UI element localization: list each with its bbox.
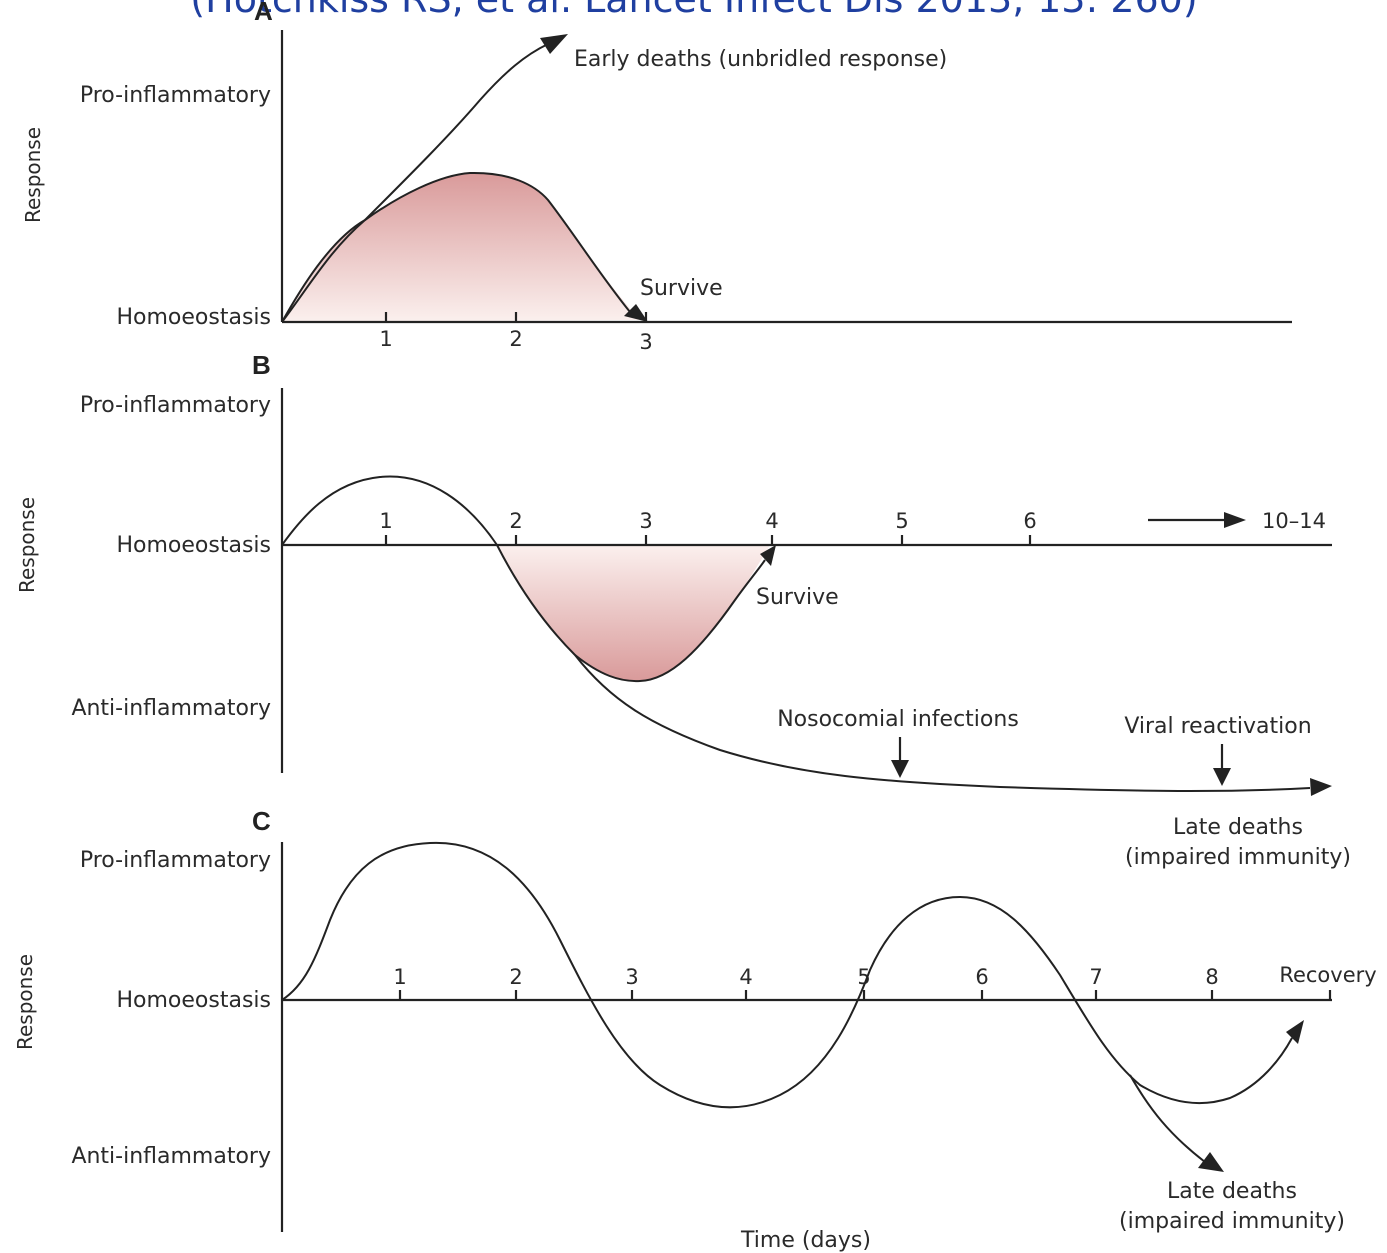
panel-c-tick-2: 2 bbox=[509, 965, 522, 989]
panel-b-tick-2: 2 bbox=[509, 509, 522, 533]
panel-a-early-deaths-label: Early deaths (unbridled response) bbox=[574, 47, 947, 72]
panel-b-survive-label: Survive bbox=[756, 585, 839, 610]
panel-b-timeline-arrowhead bbox=[1224, 512, 1246, 528]
panel-b-tick-6: 6 bbox=[1023, 509, 1036, 533]
panel-c-letter: C bbox=[252, 806, 271, 836]
panel-b-ticks: 1 2 3 4 5 6 bbox=[379, 509, 1037, 545]
panel-a-pro-label: Pro-inflammatory bbox=[80, 83, 271, 108]
panel-b-tick-4: 4 bbox=[765, 509, 778, 533]
panel-b-shaded-area bbox=[497, 545, 770, 682]
panel-a-homoeostasis-label: Homoeostasis bbox=[117, 305, 272, 330]
panel-c-tick-6: 6 bbox=[975, 965, 988, 989]
panel-b-tick-5: 5 bbox=[895, 509, 908, 533]
panel-c-recovery-arrowhead bbox=[1286, 1020, 1304, 1044]
panel-a-ticks: 1 2 3 bbox=[379, 312, 653, 354]
panel-b-pro-label: Pro-inflammatory bbox=[80, 393, 271, 418]
panel-a-early-deaths-curve bbox=[281, 43, 549, 323]
panel-c-tick-1: 1 bbox=[393, 965, 406, 989]
panel-c-x-axis-label: Time (days) bbox=[740, 1228, 871, 1253]
panel-b-letter: B bbox=[252, 350, 271, 380]
panel-b-tick-1: 1 bbox=[379, 509, 392, 533]
panel-c-tick-4: 4 bbox=[739, 965, 752, 989]
panel-c-late-deaths-label-2: (impaired immunity) bbox=[1119, 1209, 1345, 1234]
panel-b-nosocomial-label: Nosocomial infections bbox=[777, 707, 1019, 732]
panel-c-tick-8: 8 bbox=[1205, 965, 1218, 989]
panel-a-survive-arrowhead bbox=[624, 304, 648, 322]
panel-a-letter: A bbox=[254, 0, 273, 26]
panel-c: C Response Pro-inflammatory Homoeostasis… bbox=[13, 806, 1377, 1253]
panel-a-survive-label: Survive bbox=[640, 276, 723, 301]
panel-c-tick-5: 5 bbox=[857, 965, 870, 989]
panel-c-late-deaths-label-1: Late deaths bbox=[1167, 1179, 1297, 1204]
panel-b-survive-curve bbox=[574, 559, 766, 683]
panel-b-tick-3: 3 bbox=[639, 509, 652, 533]
panel-b-y-axis-label: Response bbox=[15, 497, 39, 593]
panel-b-homoeostasis-label: Homoeostasis bbox=[117, 533, 272, 558]
panel-a-shaded-area bbox=[282, 172, 640, 322]
panel-c-late-deaths-curve bbox=[1129, 1074, 1206, 1163]
panel-b-main-curve bbox=[281, 475, 1311, 792]
panel-a-tick-2: 2 bbox=[509, 327, 522, 351]
panel-b-late-deaths-arrowhead bbox=[1310, 778, 1332, 796]
panel-b-viral-arrowhead bbox=[1213, 768, 1231, 786]
panel-c-late-deaths-arrowhead bbox=[1198, 1152, 1224, 1172]
panel-b-survive-arrowhead bbox=[760, 545, 776, 566]
citation-text: (Hotchkiss RS, et al. Lancet Infect Dis … bbox=[190, 0, 1197, 21]
panel-b-end-label: 10–14 bbox=[1262, 509, 1326, 533]
panel-b-anti-label: Anti-inflammatory bbox=[71, 696, 271, 721]
panel-b-nosocomial-arrowhead bbox=[891, 760, 909, 778]
panel-c-tick-7: 7 bbox=[1089, 965, 1102, 989]
panel-b-late-deaths-label-2: (impaired immunity) bbox=[1125, 845, 1351, 870]
panel-a-y-axis-label: Response bbox=[21, 127, 45, 223]
panel-c-anti-label: Anti-inflammatory bbox=[71, 1144, 271, 1169]
panel-b: B Response Pro-inflammatory Homoeostasis… bbox=[15, 350, 1351, 870]
panel-b-late-deaths-label-1: Late deaths bbox=[1173, 815, 1303, 840]
panel-c-homoeostasis-label: Homoeostasis bbox=[117, 988, 272, 1013]
panel-a: A Response Pro-inflammatory Homoeostasis… bbox=[21, 0, 1292, 354]
panel-c-tick-3: 3 bbox=[625, 965, 638, 989]
panel-b-viral-label: Viral reactivation bbox=[1124, 714, 1311, 739]
panel-c-main-curve bbox=[281, 841, 1293, 1109]
panel-c-pro-label: Pro-inflammatory bbox=[80, 848, 271, 873]
panel-c-y-axis-label: Response bbox=[13, 954, 37, 1050]
panel-a-tick-1: 1 bbox=[379, 327, 392, 351]
panel-a-survive-curve bbox=[281, 171, 631, 323]
panel-c-ticks: 1 2 3 4 5 6 7 8 bbox=[393, 965, 1332, 1000]
panel-c-recovery-label: Recovery bbox=[1279, 963, 1376, 987]
panel-a-tick-3: 3 bbox=[639, 330, 652, 354]
panel-a-early-deaths-arrowhead bbox=[540, 34, 568, 54]
